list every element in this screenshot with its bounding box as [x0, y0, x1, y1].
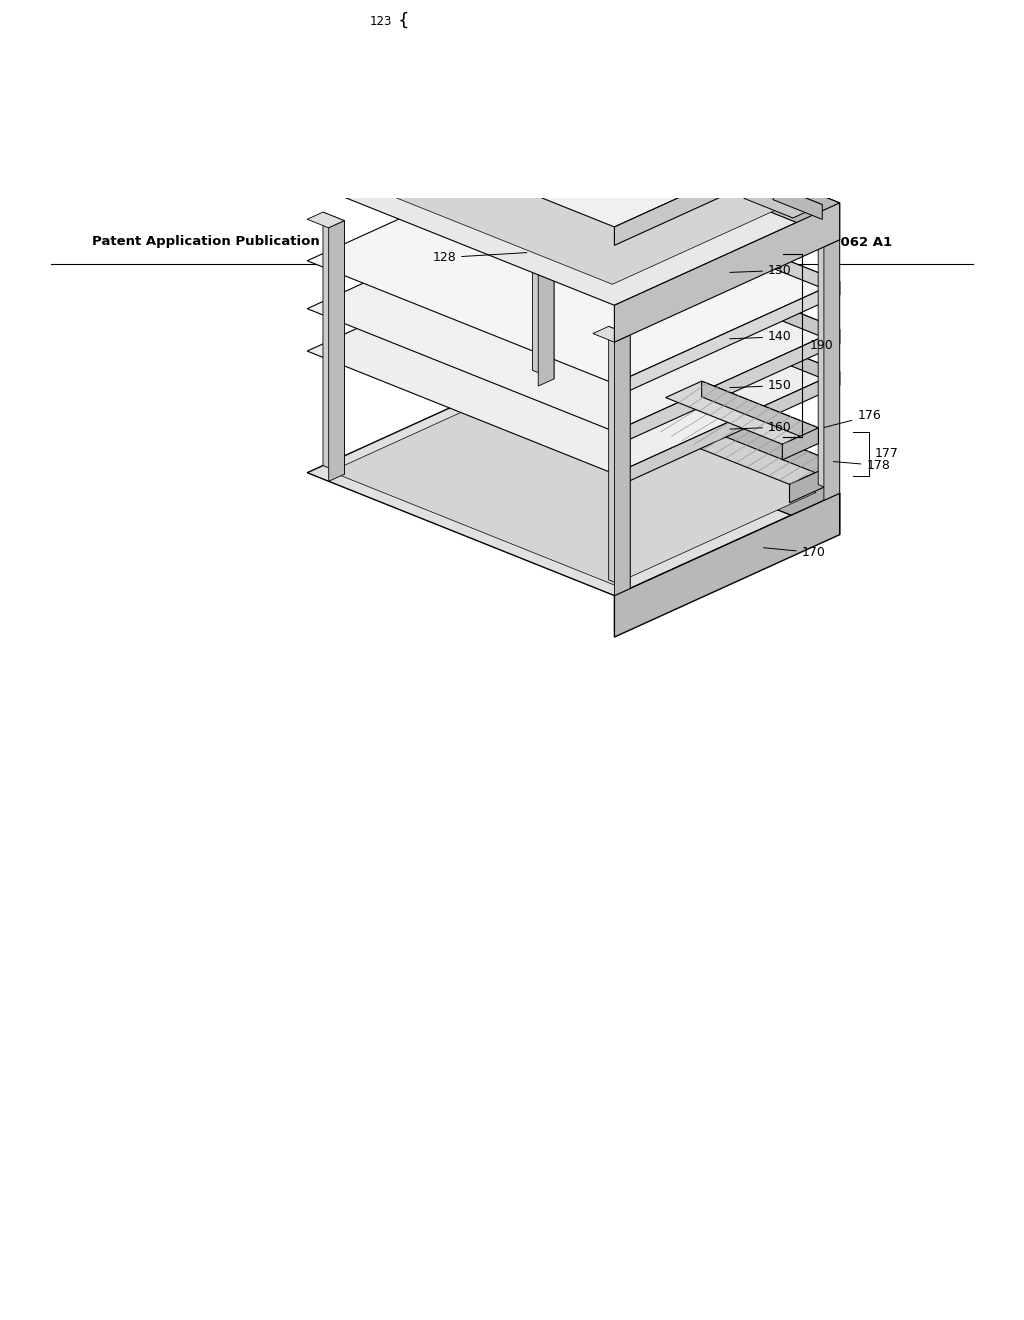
Polygon shape	[614, 9, 840, 168]
Text: 178: 178	[834, 459, 891, 473]
Polygon shape	[532, 0, 840, 65]
Polygon shape	[593, 326, 630, 342]
Polygon shape	[532, 206, 840, 345]
Polygon shape	[614, 124, 840, 246]
Text: 150: 150	[730, 379, 792, 392]
Polygon shape	[517, 117, 554, 132]
Polygon shape	[773, 185, 822, 219]
Polygon shape	[532, 371, 840, 535]
Polygon shape	[307, 0, 840, 112]
Polygon shape	[532, 81, 840, 240]
Polygon shape	[539, 125, 554, 385]
Text: 176: 176	[824, 409, 881, 428]
Polygon shape	[307, 81, 840, 305]
Polygon shape	[683, 401, 837, 482]
Polygon shape	[523, 5, 563, 40]
Polygon shape	[379, 0, 776, 79]
Polygon shape	[608, 326, 630, 589]
Polygon shape	[614, 335, 630, 595]
Polygon shape	[532, 117, 554, 379]
Polygon shape	[331, 379, 816, 585]
Polygon shape	[636, 401, 837, 484]
Polygon shape	[307, 206, 840, 432]
Polygon shape	[355, 0, 800, 90]
Polygon shape	[614, 203, 840, 342]
Polygon shape	[495, 5, 563, 34]
Text: 160: 160	[730, 421, 792, 434]
Polygon shape	[614, 329, 840, 446]
Text: {: {	[398, 12, 410, 30]
Polygon shape	[743, 185, 822, 218]
Polygon shape	[782, 428, 818, 459]
Polygon shape	[532, 1, 840, 143]
Polygon shape	[329, 220, 344, 482]
Text: FIG.1: FIG.1	[430, 315, 487, 335]
Polygon shape	[323, 213, 344, 474]
Polygon shape	[532, 248, 840, 385]
Text: 170: 170	[764, 546, 825, 560]
Polygon shape	[818, 231, 840, 494]
Text: Patent Application Publication: Patent Application Publication	[92, 235, 319, 248]
Text: 177: 177	[874, 447, 899, 461]
Polygon shape	[803, 231, 840, 247]
Polygon shape	[354, 99, 793, 284]
Polygon shape	[824, 240, 840, 500]
Text: 123: 123	[370, 15, 392, 28]
Polygon shape	[614, 371, 840, 488]
Polygon shape	[532, 158, 840, 296]
Polygon shape	[614, 494, 840, 638]
Polygon shape	[307, 371, 840, 595]
Polygon shape	[307, 158, 840, 384]
Polygon shape	[614, 281, 840, 397]
Polygon shape	[307, 213, 344, 228]
Text: 190: 190	[810, 339, 834, 352]
Polygon shape	[701, 381, 818, 444]
Polygon shape	[666, 381, 818, 445]
Text: 140: 140	[730, 330, 792, 343]
Text: US 2012/0008062 A1: US 2012/0008062 A1	[737, 235, 892, 248]
Text: Jan. 12, 2012  Sheet 1 of 21: Jan. 12, 2012 Sheet 1 of 21	[420, 235, 627, 248]
Text: 130: 130	[730, 264, 792, 277]
Polygon shape	[307, 1, 840, 227]
Polygon shape	[307, 248, 840, 474]
Text: 128: 128	[432, 251, 526, 264]
Polygon shape	[790, 463, 837, 503]
